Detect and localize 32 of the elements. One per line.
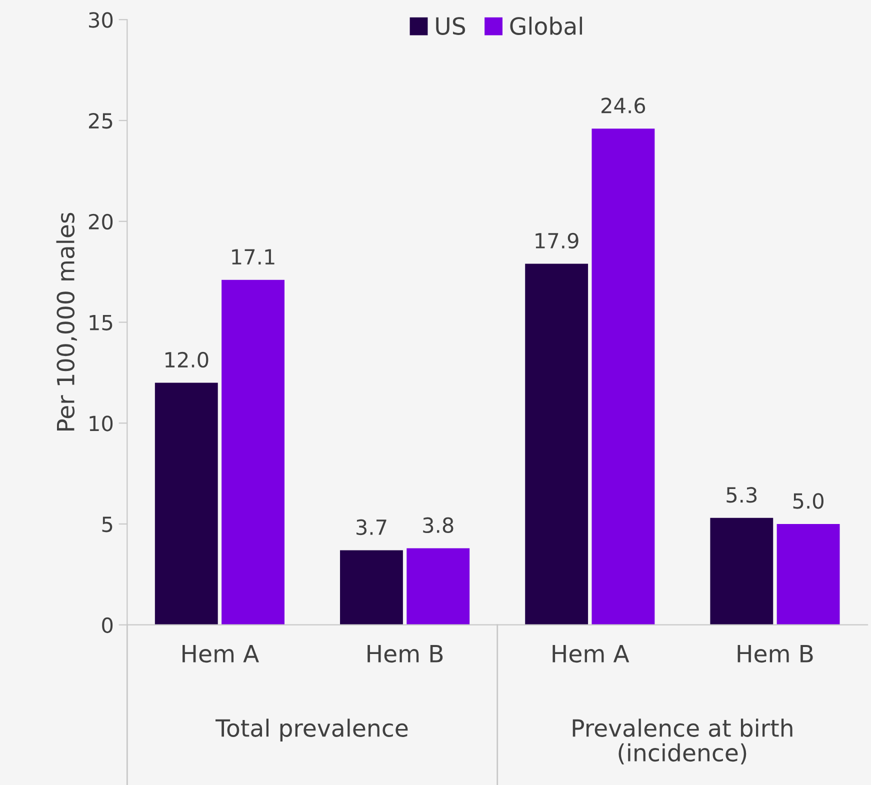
- y-tick-label: 20: [88, 214, 113, 230]
- bar: [340, 550, 403, 625]
- legend-label: Global: [510, 16, 582, 35]
- data-label: 5.3: [726, 487, 757, 503]
- data-label: 3.7: [356, 519, 386, 536]
- text: Total prevalence: [216, 718, 408, 742]
- x-tick-label: Hem B: [368, 645, 443, 663]
- text: Prevalence at birth (incidence): [572, 718, 792, 764]
- y-axis-title: Per 100,000 males: [56, 212, 77, 430]
- y-tick-label: 15: [90, 314, 112, 330]
- bar: [710, 518, 774, 625]
- y-tick-label: 10: [90, 416, 113, 432]
- y-tick-label: 0: [102, 617, 113, 634]
- bar: [154, 382, 218, 625]
- data-label: 12.0: [165, 352, 208, 368]
- y-tick-label: 30: [89, 12, 113, 28]
- bar: [406, 548, 470, 625]
- bar: [592, 128, 655, 625]
- data-label: 5.0: [793, 493, 824, 509]
- y-tick-label: 25: [88, 112, 112, 129]
- y-tick-label: 5: [102, 516, 112, 532]
- data-label: 17.9: [536, 232, 578, 249]
- data-label: 24.6: [602, 98, 646, 114]
- data-label: 17.1: [232, 249, 274, 264]
- x-tick-label: Hem B: [738, 645, 813, 663]
- x-tick-label: Hem A: [182, 645, 259, 663]
- bar: [525, 264, 588, 625]
- x-tick-label: Hem A: [552, 645, 630, 663]
- bar: [222, 280, 284, 625]
- bar: [776, 524, 840, 625]
- legend-label: US: [436, 17, 466, 35]
- data-label: 3.8: [423, 517, 454, 534]
